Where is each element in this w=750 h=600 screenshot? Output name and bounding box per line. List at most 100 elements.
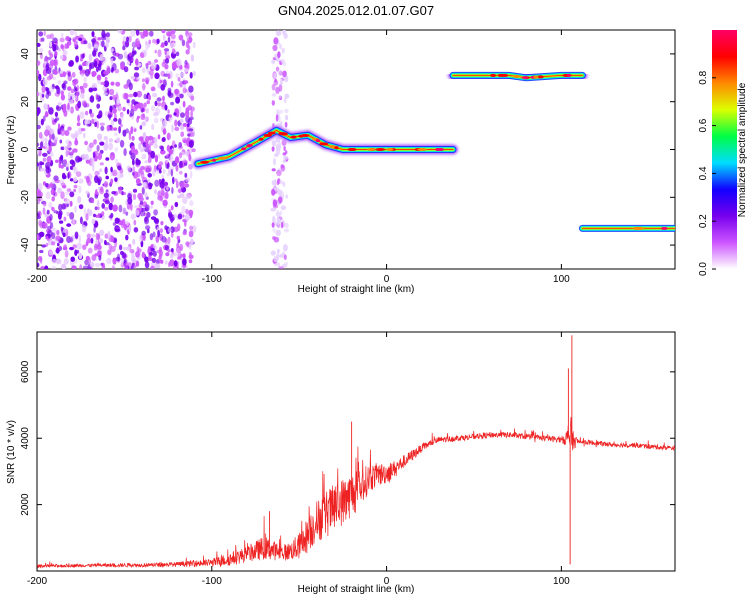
noise-blob: [56, 86, 61, 95]
noise-blob: [51, 196, 55, 202]
noise-blob: [92, 50, 97, 57]
noise-blob: [46, 34, 52, 39]
noise-blob: [164, 63, 169, 70]
noise-blob: [37, 91, 39, 97]
noise-blob: [104, 242, 110, 246]
noise-blob: [63, 80, 68, 85]
noise-blob: [135, 158, 139, 164]
noise-blob: [94, 170, 100, 176]
x-tick-label: 100: [553, 274, 570, 285]
noise-blob: [102, 92, 108, 96]
noise-blob: [178, 142, 183, 148]
noise-blob: [150, 200, 154, 205]
main_track-hotspot: [367, 148, 376, 151]
noise-blob: [154, 217, 160, 225]
noise-blob: [169, 259, 175, 267]
noise_column-blob: [285, 114, 289, 121]
noise_column-blob: [271, 83, 276, 91]
noise-blob: [181, 205, 186, 214]
noise-blob: [144, 160, 149, 164]
noise-blob: [85, 190, 90, 195]
noise-blob: [122, 45, 126, 51]
noise-blob: [152, 111, 159, 117]
noise-blob: [94, 194, 99, 199]
noise-blob: [39, 249, 44, 254]
noise-blob: [170, 30, 176, 35]
snr-panel: -200 -100 0 100 2000 4000 6000 Height of strai…: [6, 331, 676, 595]
noise-blob: [154, 72, 160, 80]
noise-blob: [82, 265, 89, 269]
noise_column-blob: [276, 253, 280, 261]
noise-blob: [132, 166, 135, 174]
noise-blob: [95, 232, 99, 241]
noise_column-blob: [280, 78, 283, 86]
noise-blob: [95, 262, 101, 268]
noise-blob: [188, 163, 193, 170]
x-tick-label: 100: [553, 576, 570, 587]
noise-blob: [161, 42, 165, 48]
noise-blob: [136, 171, 141, 178]
noise-blob: [162, 34, 166, 41]
noise-blob: [74, 205, 77, 213]
noise_column-blob: [277, 262, 281, 268]
noise-blob: [189, 200, 194, 207]
noise-blob: [57, 187, 62, 194]
noise-blob: [156, 38, 160, 45]
noise-blob: [117, 165, 122, 171]
noise-blob: [112, 50, 117, 56]
noise_column-blob: [272, 157, 277, 166]
noise-blob: [80, 73, 85, 78]
noise-blob: [175, 51, 180, 57]
noise-blob: [50, 188, 55, 195]
noise-blob: [182, 83, 187, 89]
noise-blob: [93, 139, 97, 145]
noise-blob: [185, 40, 190, 49]
noise-blob: [69, 30, 75, 36]
noise-blob: [188, 140, 194, 148]
noise-blob: [61, 203, 66, 210]
noise-blob: [96, 120, 100, 129]
noise-blob: [101, 203, 105, 209]
noise-blob: [185, 208, 189, 215]
noise-blob: [91, 254, 96, 261]
noise-blob: [110, 245, 116, 253]
noise-blob: [170, 80, 174, 88]
noise-blob: [138, 197, 145, 202]
x-tick-label: -200: [27, 274, 47, 285]
noise-blob: [172, 176, 175, 185]
noise_column-blob: [272, 44, 278, 52]
main_track-hotspot: [278, 132, 288, 136]
noise-blob: [109, 105, 113, 113]
track_high-hotspot: [500, 73, 509, 77]
spectrogram-marks: [37, 30, 675, 269]
noise-blob: [48, 86, 54, 93]
noise-blob: [164, 104, 168, 111]
noise-blob: [105, 175, 109, 180]
noise-blob: [182, 231, 187, 236]
noise-blob: [191, 148, 196, 153]
noise-blob: [166, 31, 172, 37]
noise-blob: [83, 76, 87, 83]
noise_column-blob: [283, 228, 290, 233]
noise_column-blob: [275, 86, 280, 95]
noise-blob: [101, 211, 105, 217]
noise-blob: [157, 134, 161, 140]
noise-blob: [48, 202, 53, 208]
noise-blob: [118, 118, 122, 125]
noise-blob: [139, 200, 144, 205]
noise-blob: [143, 93, 147, 100]
noise-blob: [182, 196, 188, 205]
noise-blob: [141, 78, 145, 83]
noise-blob: [77, 157, 83, 162]
noise-blob: [38, 131, 43, 139]
noise-blob: [69, 246, 75, 251]
noise-blob: [99, 54, 104, 61]
noise-blob: [103, 181, 109, 188]
noise-blob: [90, 233, 96, 238]
noise-blob: [184, 64, 189, 69]
noise-blob: [81, 53, 85, 59]
noise-blob: [38, 31, 44, 37]
noise-blob: [134, 66, 140, 71]
noise-blob: [131, 50, 135, 57]
noise-blob: [170, 232, 174, 238]
